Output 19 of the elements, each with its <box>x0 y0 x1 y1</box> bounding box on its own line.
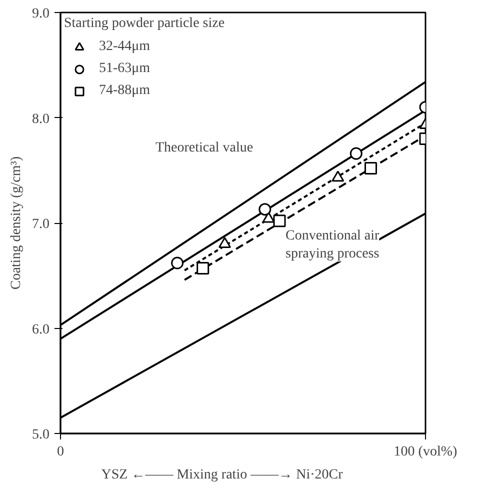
point <box>273 214 286 228</box>
legend-label: 51-63μm <box>99 61 150 77</box>
legend-title: Starting powder particle size <box>64 16 225 32</box>
point <box>258 203 272 216</box>
legend-label: 32-44μm <box>99 39 150 55</box>
y-tick-label: 7.0 <box>32 217 50 232</box>
point <box>196 262 210 275</box>
y-tick-label: 8.0 <box>32 112 50 127</box>
x-tick-label: 100 (vol%) <box>394 444 458 460</box>
annotation: Theoretical value <box>156 140 254 156</box>
y-axis-title: Coating density (g/cm³) <box>9 156 24 290</box>
x-tick-label: 0 <box>57 444 64 460</box>
legend-label: 74-88μm <box>99 83 150 99</box>
y-tick-label: 6.0 <box>32 322 50 338</box>
y-tick-label: 5.0 <box>32 428 50 442</box>
x-axis-title: YSZ ←—— Mixing ratio ——→ Ni·20Cr <box>101 468 344 482</box>
y-tick-label: 9.0 <box>32 6 50 22</box>
annotation: Conventional air spraying process <box>286 228 380 262</box>
point <box>171 256 184 270</box>
